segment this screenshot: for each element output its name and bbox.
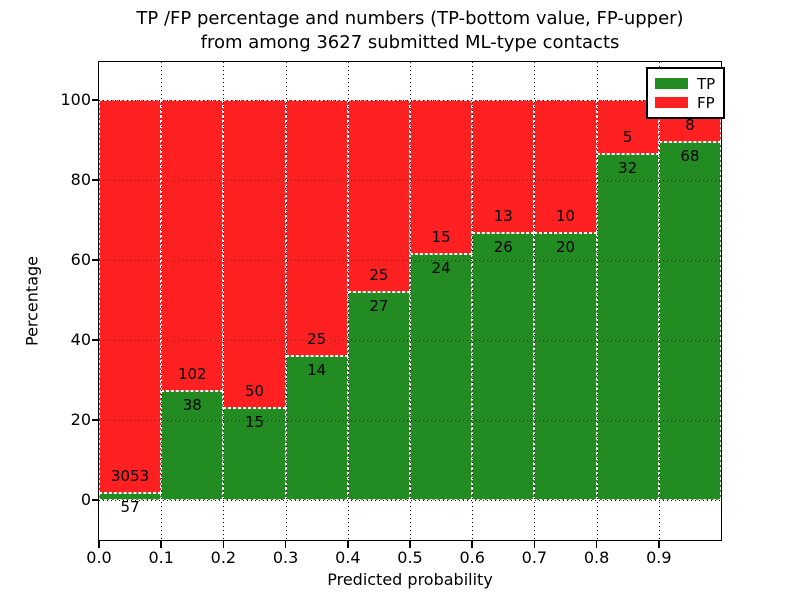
x-tick-label: 0.9 <box>646 548 672 567</box>
x-tick-label: 0.0 <box>86 548 112 567</box>
y-tick-label: 40 <box>70 330 91 349</box>
plot-area <box>99 62 721 540</box>
bar-segment-fp-0.1-0.2 <box>161 100 224 392</box>
gridline-x-0.7 <box>534 62 536 540</box>
tp-count-label: 68 <box>680 147 700 166</box>
gridline-x-0.9 <box>658 62 660 540</box>
tp-color-swatch-icon <box>655 78 688 89</box>
bar-segment-fp-0.6-0.7 <box>472 100 535 234</box>
legend-item-fp: FP <box>655 93 715 112</box>
x-tick-label: 0.2 <box>210 548 237 567</box>
bar-segment-fp-0.3-0.4 <box>285 100 348 357</box>
y-tick-label: 0 <box>80 490 91 509</box>
x-tick-label: 0.1 <box>148 548 174 567</box>
fp-count-label: 102 <box>177 365 207 384</box>
tp-count-label: 27 <box>369 297 389 316</box>
y-tick-0 <box>92 499 99 501</box>
y-tick-label: 60 <box>70 250 91 269</box>
tp-count-label: 15 <box>244 412 265 431</box>
x-tick-0.0 <box>98 541 100 548</box>
x-tick-0.2 <box>222 541 225 548</box>
x-tick-0.9 <box>658 541 660 548</box>
gridline-x-0.8 <box>596 62 598 540</box>
legend-item-tp: TP <box>655 74 715 93</box>
x-tick-label: 0.5 <box>397 548 423 567</box>
fp-count-label: 15 <box>431 227 451 246</box>
gridline-x-0.3 <box>285 62 287 540</box>
gridline-x-0.4 <box>347 62 349 540</box>
tp-count-label: 38 <box>182 396 202 415</box>
bar-segment-tp-0.0-0.1 <box>99 492 162 500</box>
x-tick-0.6 <box>471 541 473 548</box>
bar-segment-tp-0.6-0.7 <box>472 233 535 500</box>
y-tick-60 <box>92 259 99 261</box>
gridline-x-0.5 <box>410 62 411 540</box>
x-tick-label: 0.4 <box>335 548 361 567</box>
x-tick-0.5 <box>409 541 411 548</box>
fp-count-label: 25 <box>369 266 389 285</box>
y-tick-label: 100 <box>60 90 91 109</box>
fp-color-swatch-icon <box>655 97 688 108</box>
gridline-x-0.6 <box>472 62 474 540</box>
fp-count-label: 3053 <box>111 466 150 485</box>
fp-count-label: 50 <box>244 381 265 400</box>
legend-label-fp: FP <box>697 93 715 112</box>
legend: TP FP <box>646 67 726 119</box>
bar-segment-tp-0.4-0.5 <box>347 292 410 500</box>
bar-segment-tp-0.5-0.6 <box>410 253 473 500</box>
y-tick-80 <box>92 179 99 181</box>
chart-title-line2: from among 3627 submitted ML-type contac… <box>200 32 620 53</box>
bar-segment-tp-0.1-0.2 <box>161 391 224 500</box>
tp-count-label: 14 <box>307 361 327 380</box>
y-tick-100 <box>92 99 99 101</box>
x-tick-0.4 <box>347 541 349 548</box>
x-tick-label: 0.3 <box>272 548 299 567</box>
chart-title-line1: TP /FP percentage and numbers (TP-bottom… <box>136 8 684 29</box>
y-tick-label: 80 <box>70 170 91 189</box>
y-axis-label: Percentage <box>22 255 42 347</box>
x-axis-label: Predicted probability <box>327 570 493 589</box>
bar-segment-tp-0.7-0.8 <box>534 233 597 500</box>
bar-segment-tp-0.8-0.9 <box>596 154 659 500</box>
x-tick-0.8 <box>595 541 598 548</box>
y-tick-label: 20 <box>70 410 91 429</box>
bar-segment-fp-0.0-0.1 <box>99 100 162 493</box>
x-tick-0.3 <box>284 541 287 548</box>
y-tick-40 <box>92 339 99 341</box>
x-tick-label: 0.7 <box>521 548 548 567</box>
tp-count-label: 32 <box>618 159 638 178</box>
fp-count-label: 25 <box>307 330 327 349</box>
fp-count-label: 10 <box>555 207 576 226</box>
bar-segment-fp-0.2-0.3 <box>223 100 286 408</box>
fp-count-label: 8 <box>685 116 695 135</box>
tp-count-label: 57 <box>120 497 140 516</box>
fp-count-label: 13 <box>493 207 513 226</box>
x-tick-0.7 <box>533 541 536 548</box>
fp-count-label: 5 <box>622 128 633 147</box>
gridline-x-0.1 <box>161 62 163 540</box>
bar-segment-fp-0.4-0.5 <box>347 100 410 293</box>
tp-count-label: 26 <box>493 238 513 257</box>
tp-count-label: 20 <box>555 238 576 257</box>
y-tick-20 <box>92 419 99 421</box>
bar-segment-fp-0.7-0.8 <box>534 100 597 234</box>
x-tick-label: 0.8 <box>583 548 610 567</box>
bar-segment-tp-0.9-1.0 <box>658 142 721 500</box>
x-tick-label: 0.6 <box>459 548 485 567</box>
gridline-x-0.2 <box>223 62 225 540</box>
legend-label-tp: TP <box>697 74 716 93</box>
x-tick-0.1 <box>160 541 162 548</box>
tp-count-label: 24 <box>431 258 451 277</box>
